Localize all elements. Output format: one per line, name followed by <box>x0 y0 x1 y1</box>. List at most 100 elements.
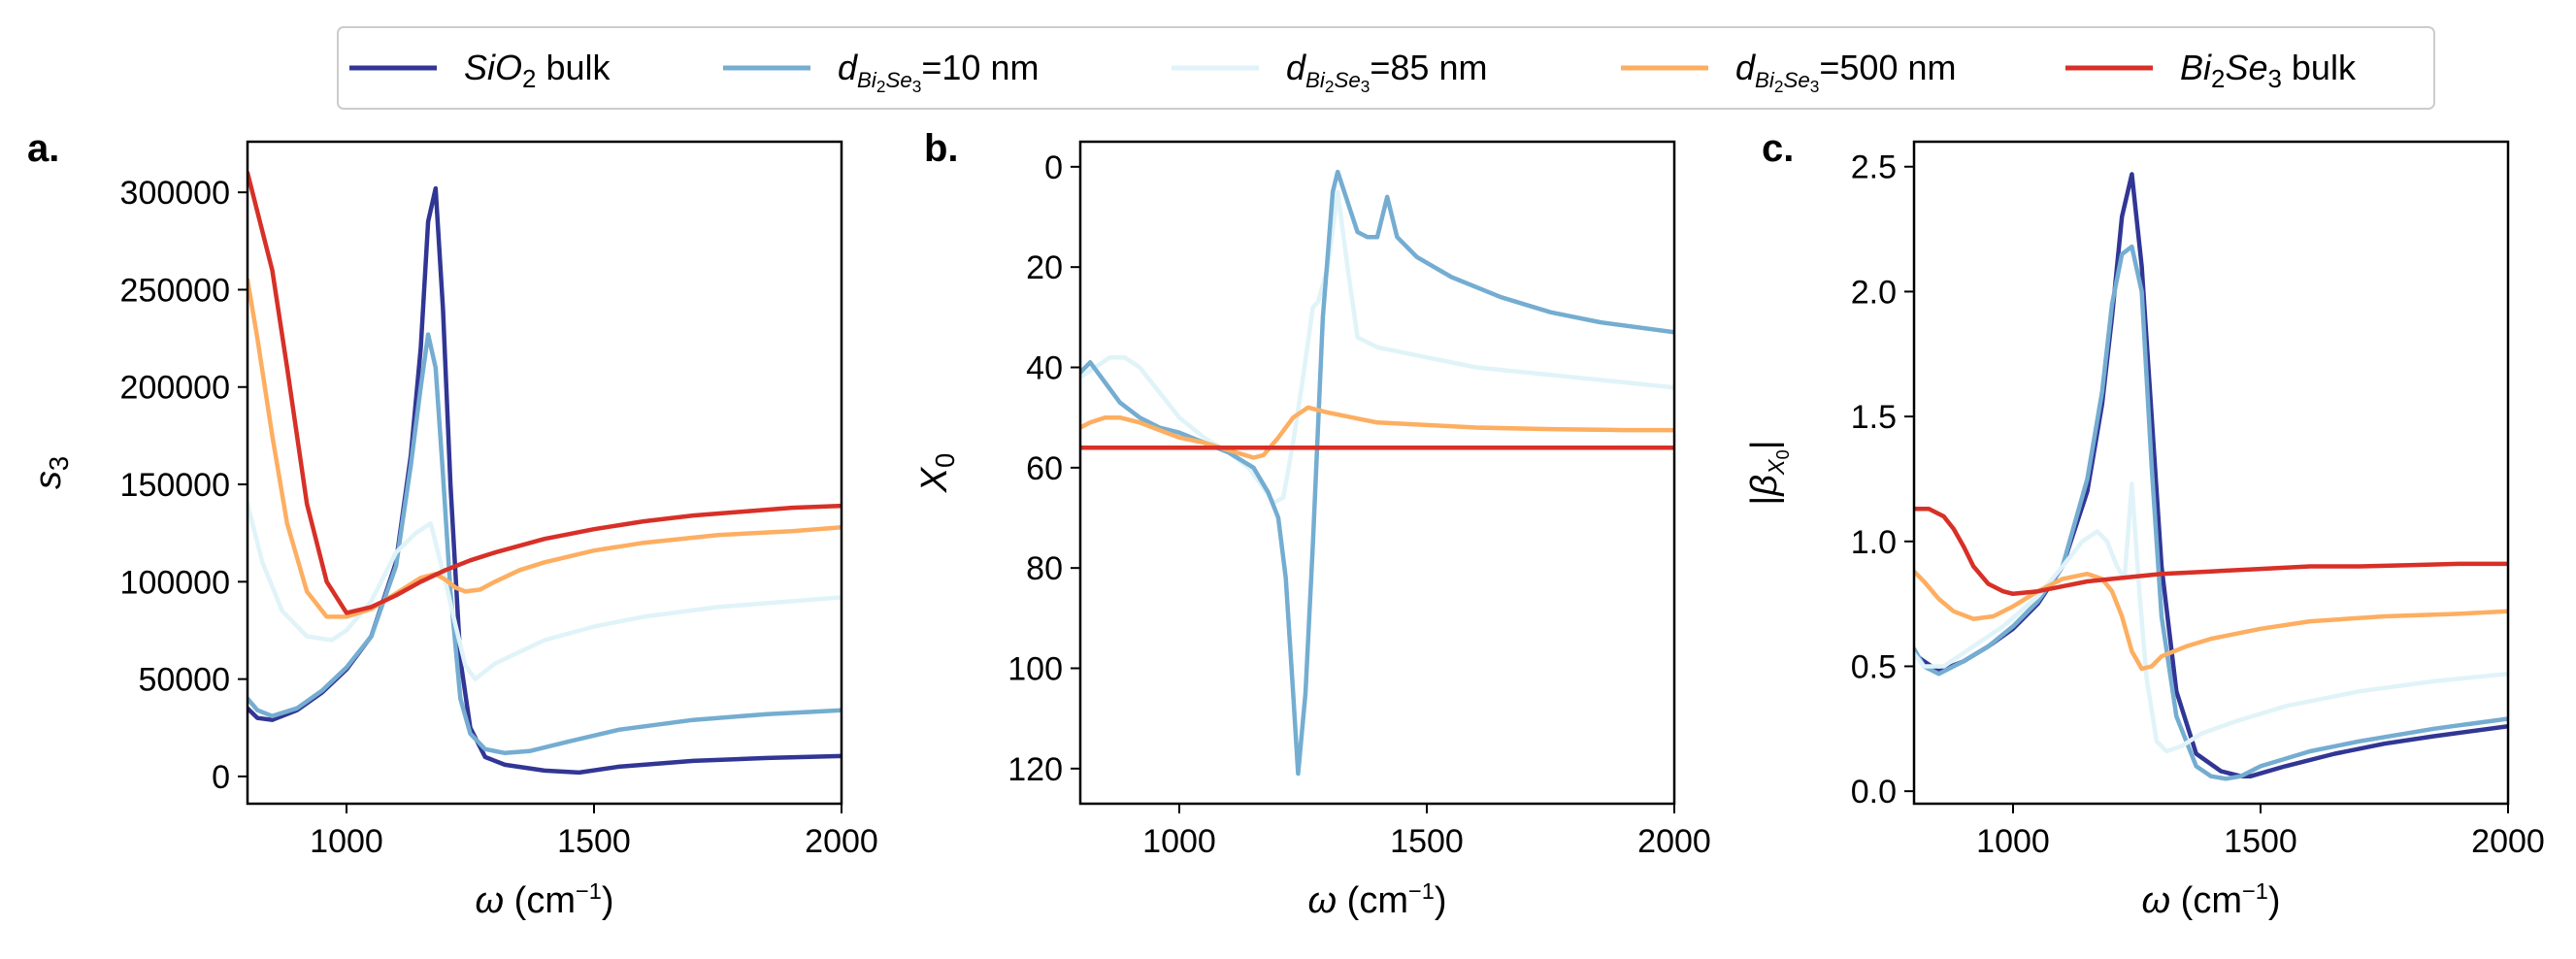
x-axis-label-part-1: (cm <box>504 880 576 921</box>
series-line-d-85-nm <box>1080 189 1674 506</box>
y-axis-label-part-1: 3 <box>44 456 74 471</box>
y-tick-label: 250000 <box>120 272 230 309</box>
y-axis-label-part-4: | <box>1744 440 1785 449</box>
legend-label-d10-part-5: =10 nm <box>921 48 1039 87</box>
y-axis-label: X0 <box>914 453 960 494</box>
x-axis-label: ω (cm−1) <box>2142 878 2281 921</box>
x-axis-label-part-1: (cm <box>2170 880 2242 921</box>
y-axis-label-part-0: s <box>28 471 69 489</box>
legend-label-sio2-part-0: SiO <box>464 48 522 87</box>
y-tick-label: 80 <box>1026 550 1063 587</box>
legend-label-d500-part-0: d <box>1735 48 1756 87</box>
legend-label-d500-part-1: Bi <box>1755 68 1775 92</box>
y-tick-label: 0.5 <box>1851 648 1897 685</box>
x-tick-label: 1000 <box>310 823 383 860</box>
x-axis-label-part-3: ) <box>602 880 614 921</box>
y-tick-label: 50000 <box>138 662 230 699</box>
y-axis-label-part-1: 0 <box>930 453 960 468</box>
series-line-d-10-nm <box>1914 244 2508 781</box>
y-tick-label: 150000 <box>120 467 230 504</box>
x-axis-label-part-2: −1 <box>1408 878 1435 904</box>
x-tick-label: 1000 <box>1142 823 1216 860</box>
y-axis-label-part-1: β <box>1744 475 1785 497</box>
axes-frame <box>246 140 843 806</box>
y-tick-label: 2.0 <box>1851 274 1897 311</box>
legend-label-d85-part-4: 3 <box>1361 77 1371 96</box>
y-tick-label: 0 <box>1044 149 1063 186</box>
y-tick-label: 120 <box>1007 751 1063 788</box>
x-tick-label: 2000 <box>2471 823 2545 860</box>
panels: 1000 1500 20000500001000001500002000002500… <box>27 127 2545 921</box>
y-axis-label: s3 <box>28 456 74 489</box>
legend-label-d500-part-2: 2 <box>1774 77 1784 96</box>
legend-label-d500: dBi2Se3=500 nm <box>1735 48 1957 96</box>
series-line-d-10-nm <box>248 332 842 756</box>
y-axis-label-part-2: X <box>1764 458 1789 476</box>
legend-label-d10-part-4: 3 <box>912 77 922 96</box>
series-group <box>1080 169 1674 777</box>
y-axis-label-part-0: | <box>1744 496 1785 506</box>
legend-label-d85-part-0: d <box>1286 48 1306 87</box>
panel-label: b. <box>924 127 959 170</box>
y-tick-label: 60 <box>1026 450 1063 487</box>
series-group <box>1914 172 2508 781</box>
x-axis-label-part-1: (cm <box>1337 880 1408 921</box>
legend-label-bise-part-4: bulk <box>2282 48 2357 87</box>
legend-label-sio2-part-1: 2 <box>522 66 536 93</box>
x-axis-label-part-2: −1 <box>576 878 602 904</box>
legend-label-d85-part-2: 2 <box>1325 77 1335 96</box>
legend-label-sio2-part-2: bulk <box>536 48 611 87</box>
y-tick-label: 20 <box>1026 249 1063 286</box>
series-line-d-85-nm <box>1914 481 2508 754</box>
y-tick-label: 100 <box>1007 651 1063 688</box>
series-line-bi2se3-bulk <box>1914 507 2508 597</box>
x-axis-label-part-0: ω <box>476 880 505 921</box>
series-line-d-500-nm <box>1914 569 2508 672</box>
panel-3: 1000 1500 20000.00.51.01.52.02.5ω (cm−1)|β… <box>1744 127 2545 921</box>
x-tick-label: 1500 <box>2224 823 2297 860</box>
series-group <box>248 170 842 776</box>
x-axis-label-part-0: ω <box>2142 880 2171 921</box>
series-line-bi2se3-bulk <box>248 170 842 615</box>
series-line-d-10-nm <box>1080 169 1674 777</box>
legend-label-bise: Bi2Se3 bulk <box>2180 48 2357 93</box>
x-tick-label: 1500 <box>1390 823 1464 860</box>
legend: SiO2 bulk dBi2Se3=10 nm dBi2Se3=85 nm dBi2S… <box>337 26 2435 110</box>
legend-label-d85-part-5: =85 nm <box>1370 48 1487 87</box>
axes-frame <box>1078 140 1676 806</box>
panel-1: 1000 1500 2000 0 50000 100000 150000 200000 2500… <box>27 127 878 921</box>
x-tick-label: 2000 <box>805 823 878 860</box>
legend-frame <box>337 26 2435 110</box>
x-axis-label-part-2: −1 <box>2242 878 2268 904</box>
y-tick-label: 0 <box>212 759 230 796</box>
x-tick-label: 1000 <box>1976 823 2050 860</box>
y-tick-label: 2.5 <box>1851 149 1897 186</box>
x-tick-label: 2000 <box>1637 823 1711 860</box>
series-line-d-500-nm <box>1080 405 1674 460</box>
legend-label-d10-part-1: Bi <box>857 68 877 92</box>
y-tick-label: 1.5 <box>1851 399 1897 436</box>
y-tick-label: 100000 <box>120 564 230 601</box>
legend-label-bise-part-2: Se <box>2225 48 2267 87</box>
y-tick-label: 40 <box>1026 350 1063 387</box>
y-tick-label: 1.0 <box>1851 524 1897 561</box>
legend-label-d85-part-1: Bi <box>1305 68 1326 92</box>
legend-label-d10-part-2: 2 <box>876 77 886 96</box>
legend-label-bise-part-0: Bi <box>2180 48 2212 87</box>
x-axis-label-part-3: ) <box>1435 880 1447 921</box>
legend-label-bise-part-3: 3 <box>2267 66 2281 93</box>
y-tick-label: 0.0 <box>1851 774 1897 810</box>
legend-label-d500-part-5: =500 nm <box>1819 48 1956 87</box>
y-axis-label-part-0: X <box>914 466 955 493</box>
legend-label-bise-part-1: 2 <box>2211 66 2225 93</box>
y-axis-label-part-3: 0 <box>1772 449 1793 459</box>
legend-label-d500-part-3: Se <box>1783 68 1809 92</box>
panel-label: a. <box>27 127 59 170</box>
axes-frame <box>1912 140 2510 806</box>
x-axis-label: ω (cm−1) <box>1308 878 1447 921</box>
legend-label-d500-part-4: 3 <box>1810 77 1820 96</box>
y-tick-label: 300000 <box>120 175 230 212</box>
panel-label: c. <box>1762 127 1794 170</box>
